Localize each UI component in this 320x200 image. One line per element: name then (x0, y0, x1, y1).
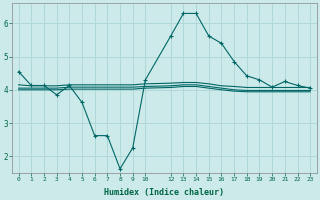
X-axis label: Humidex (Indice chaleur): Humidex (Indice chaleur) (104, 188, 224, 197)
